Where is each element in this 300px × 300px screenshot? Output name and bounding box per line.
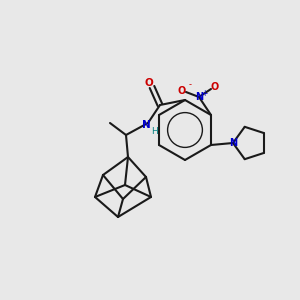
Text: -: - bbox=[188, 80, 191, 89]
Text: N: N bbox=[142, 120, 150, 130]
Text: H: H bbox=[152, 127, 158, 136]
Text: O: O bbox=[211, 82, 219, 92]
Text: +: + bbox=[201, 88, 207, 98]
Text: O: O bbox=[178, 86, 186, 96]
Text: N: N bbox=[229, 138, 237, 148]
Text: N: N bbox=[195, 92, 203, 102]
Text: O: O bbox=[145, 78, 153, 88]
